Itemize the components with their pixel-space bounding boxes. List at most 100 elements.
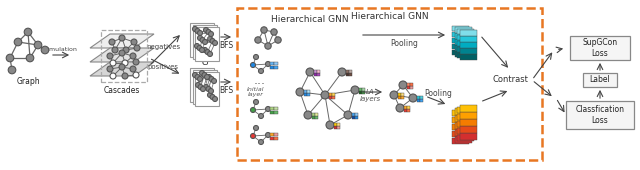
Circle shape xyxy=(130,66,136,72)
Bar xyxy=(457,47,474,52)
Bar xyxy=(398,96,401,99)
Bar xyxy=(454,51,472,56)
Text: Cascades: Cascades xyxy=(104,86,140,95)
Bar xyxy=(452,138,469,144)
Bar xyxy=(454,39,472,45)
Circle shape xyxy=(351,86,359,94)
Text: BFS: BFS xyxy=(219,41,233,50)
Bar xyxy=(317,70,321,73)
Bar xyxy=(460,48,477,54)
Bar xyxy=(417,99,420,102)
Text: positives: positives xyxy=(147,64,179,70)
Circle shape xyxy=(210,38,215,44)
Bar xyxy=(452,123,469,130)
Text: Contrast: Contrast xyxy=(492,75,528,84)
Circle shape xyxy=(250,107,255,113)
Bar xyxy=(457,53,474,58)
Circle shape xyxy=(112,47,118,53)
Bar xyxy=(337,123,340,126)
Text: Label: Label xyxy=(589,75,611,84)
Bar xyxy=(329,93,332,96)
Bar xyxy=(452,116,469,123)
Circle shape xyxy=(122,60,128,66)
Circle shape xyxy=(195,74,200,80)
Text: G: G xyxy=(202,94,209,103)
Circle shape xyxy=(212,40,218,46)
Circle shape xyxy=(34,41,42,49)
Text: Pooling: Pooling xyxy=(390,39,418,48)
Circle shape xyxy=(344,111,352,119)
Bar xyxy=(457,29,474,34)
Circle shape xyxy=(207,37,212,41)
Circle shape xyxy=(202,39,207,45)
Circle shape xyxy=(207,74,211,80)
Bar xyxy=(190,23,214,57)
Bar xyxy=(454,136,472,142)
Bar xyxy=(452,38,469,43)
Circle shape xyxy=(253,55,259,59)
Circle shape xyxy=(202,47,207,53)
Circle shape xyxy=(110,60,116,66)
Bar xyxy=(270,65,273,69)
Circle shape xyxy=(109,39,115,45)
Circle shape xyxy=(321,91,329,99)
Bar xyxy=(452,109,469,116)
Bar xyxy=(460,112,477,118)
Bar xyxy=(452,49,469,55)
Circle shape xyxy=(26,54,34,62)
Bar xyxy=(401,93,404,96)
Bar xyxy=(407,86,410,89)
Bar xyxy=(195,27,219,61)
Circle shape xyxy=(204,28,209,32)
Circle shape xyxy=(212,97,218,101)
Text: LA
layers: LA layers xyxy=(360,89,381,103)
Circle shape xyxy=(200,47,205,53)
Bar xyxy=(334,123,337,126)
Circle shape xyxy=(198,84,203,89)
Text: simulation: simulation xyxy=(45,47,77,52)
Circle shape xyxy=(204,84,209,89)
Bar xyxy=(355,113,358,116)
Bar xyxy=(316,116,319,119)
Bar xyxy=(359,91,362,94)
Bar xyxy=(583,73,617,87)
Bar xyxy=(401,96,404,99)
Bar xyxy=(274,132,278,136)
Circle shape xyxy=(123,47,129,53)
Bar xyxy=(274,106,278,110)
Circle shape xyxy=(122,73,128,79)
Circle shape xyxy=(265,43,271,49)
Bar xyxy=(408,106,410,109)
Bar xyxy=(346,73,349,76)
Bar xyxy=(362,88,365,91)
Circle shape xyxy=(130,53,136,59)
Bar xyxy=(457,35,474,40)
Circle shape xyxy=(8,66,16,74)
Text: ...: ... xyxy=(254,73,266,87)
Circle shape xyxy=(119,50,125,56)
Bar xyxy=(460,119,477,125)
Bar xyxy=(454,122,472,129)
Bar xyxy=(274,110,278,114)
Bar xyxy=(193,25,216,59)
Circle shape xyxy=(41,46,49,54)
Text: negatives: negatives xyxy=(146,44,180,50)
Circle shape xyxy=(250,63,255,67)
Text: Initial
layer: Initial layer xyxy=(247,87,265,97)
Circle shape xyxy=(133,59,139,65)
Bar xyxy=(457,128,474,134)
Bar xyxy=(317,73,321,76)
Bar xyxy=(314,73,317,76)
Circle shape xyxy=(200,87,205,91)
Bar xyxy=(407,83,410,86)
Bar xyxy=(270,110,273,114)
Circle shape xyxy=(259,114,264,118)
Bar xyxy=(410,83,413,86)
Polygon shape xyxy=(90,34,154,48)
Circle shape xyxy=(255,37,261,43)
Bar xyxy=(454,45,472,50)
Bar xyxy=(460,36,477,41)
Text: Classfication
Loss: Classfication Loss xyxy=(575,105,625,125)
Bar xyxy=(332,93,335,96)
Bar xyxy=(332,96,335,99)
